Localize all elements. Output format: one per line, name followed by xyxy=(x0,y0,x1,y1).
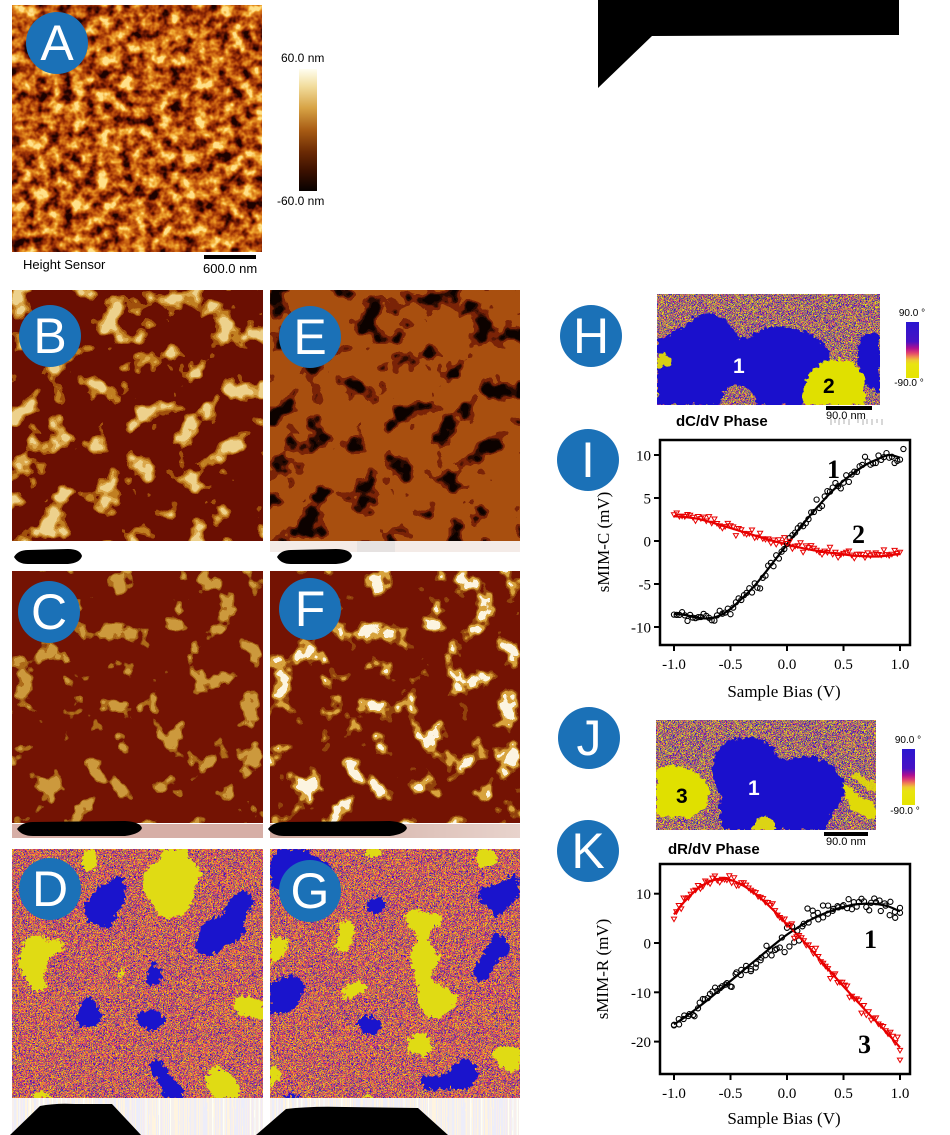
svg-text:-0.5: -0.5 xyxy=(719,657,743,673)
svg-text:1: 1 xyxy=(748,777,760,800)
svg-text:2: 2 xyxy=(852,520,865,549)
svg-text:-20: -20 xyxy=(631,1035,651,1051)
svg-text:sMIM-R (mV): sMIM-R (mV) xyxy=(595,919,612,1020)
svg-text:0.0: 0.0 xyxy=(778,657,797,673)
svg-text:3: 3 xyxy=(858,1030,871,1059)
svg-text:-10: -10 xyxy=(631,621,651,637)
svg-text:2: 2 xyxy=(823,375,835,398)
svg-text:1.0: 1.0 xyxy=(891,657,910,673)
svg-text:5: 5 xyxy=(644,492,652,508)
svg-text:-10: -10 xyxy=(631,986,651,1002)
svg-text:-5: -5 xyxy=(639,578,652,594)
svg-text:0.5: 0.5 xyxy=(834,657,853,673)
svg-text:10: 10 xyxy=(636,449,651,465)
svg-text:Sample Bias (V): Sample Bias (V) xyxy=(727,1109,840,1128)
svg-text:-1.0: -1.0 xyxy=(662,1086,686,1102)
svg-text:1: 1 xyxy=(864,925,877,954)
svg-text:1.0: 1.0 xyxy=(891,1086,910,1102)
svg-text:0: 0 xyxy=(644,535,652,551)
svg-text:1: 1 xyxy=(827,455,840,484)
svg-text:0: 0 xyxy=(644,937,652,953)
svg-text:-1.0: -1.0 xyxy=(662,657,686,673)
svg-text:0.5: 0.5 xyxy=(834,1086,853,1102)
svg-text:sMIM-C (mV): sMIM-C (mV) xyxy=(595,492,613,593)
svg-text:10: 10 xyxy=(636,887,651,903)
svg-text:0.0: 0.0 xyxy=(778,1086,797,1102)
svg-text:Sample Bias (V): Sample Bias (V) xyxy=(727,682,840,701)
svg-text:-0.5: -0.5 xyxy=(719,1086,743,1102)
svg-text:3: 3 xyxy=(676,785,688,808)
svg-text:1: 1 xyxy=(733,355,745,378)
